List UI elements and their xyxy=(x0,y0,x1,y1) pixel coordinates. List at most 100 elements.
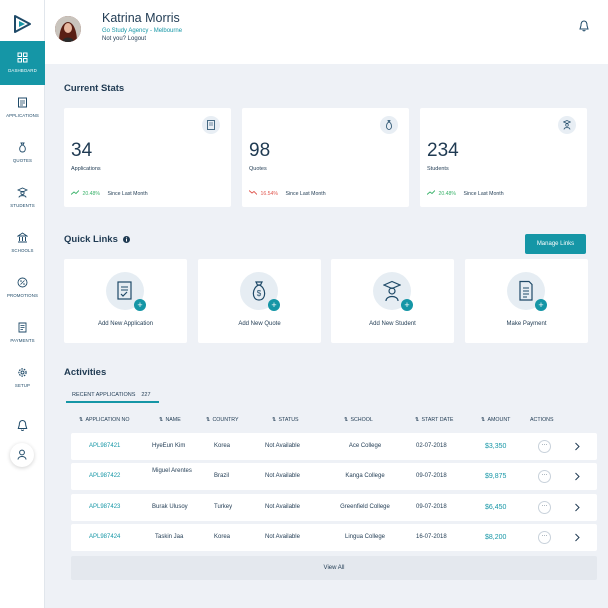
user-agency: Go Study Agency - Melbourne xyxy=(102,28,183,34)
more-actions-button[interactable]: ··· xyxy=(538,531,551,544)
application-icon xyxy=(117,281,132,300)
cell-country: Turkey xyxy=(214,504,233,510)
table-row: APL987424 Taskin Jaa Korea Not Available… xyxy=(71,524,597,551)
sidebar-item-label: DASHBOARD xyxy=(8,68,37,73)
sort-icon: ⇅ xyxy=(79,417,84,423)
percent-icon xyxy=(17,277,28,288)
cell-start-date: 09-07-2018 xyxy=(416,473,447,479)
student-icon xyxy=(17,187,28,198)
chevron-right-icon[interactable] xyxy=(573,503,581,512)
trend-up-icon xyxy=(70,190,80,195)
column-header-application-no[interactable]: ⇅ APPLICATION NO xyxy=(79,417,130,423)
stat-change-percent: 20.48% xyxy=(438,191,457,197)
cell-name: HyeEun Kim xyxy=(152,443,186,449)
column-header-name[interactable]: ⇅ NAME xyxy=(159,417,181,423)
stat-icon xyxy=(558,116,576,134)
cell-amount: $3,350 xyxy=(485,443,507,450)
plus-icon: + xyxy=(268,299,280,311)
trend-down-icon xyxy=(248,190,258,195)
cell-country: Korea xyxy=(214,534,231,540)
stat-value: 234 xyxy=(427,140,459,161)
profile-button[interactable] xyxy=(10,443,34,467)
section-title-activities: Activities xyxy=(64,367,107,378)
sidebar-item-label: PROMOTIONS xyxy=(6,293,38,298)
quick-link-label: Add New Application xyxy=(97,321,154,327)
chevron-right-icon[interactable] xyxy=(573,533,581,542)
tab-recent-applications[interactable]: RECENT APPLICATIONS 227 xyxy=(66,389,159,403)
student-icon xyxy=(563,120,571,130)
quick-link-add-student[interactable]: + Add New Student xyxy=(331,259,454,343)
info-icon[interactable] xyxy=(122,235,130,243)
chevron-right-icon[interactable] xyxy=(573,472,581,481)
cell-status: Not Available xyxy=(265,504,300,510)
quote-icon: $ xyxy=(252,281,266,301)
sidebar-item-schools[interactable]: SCHOOLS xyxy=(0,221,45,265)
table-row: APL987422 Miguel Arentes Brazil Not Avai… xyxy=(71,463,597,490)
document-icon xyxy=(18,97,27,108)
stat-card-students: 234 Students 20.48% Since Last Month xyxy=(420,108,587,207)
payment-icon xyxy=(519,280,533,301)
sort-icon: ⇅ xyxy=(344,417,349,423)
sidebar-item-students[interactable]: STUDENTS xyxy=(0,176,45,220)
cell-amount: $9,875 xyxy=(485,473,507,480)
cell-application-no[interactable]: APL987424 xyxy=(89,534,121,540)
bell-icon[interactable] xyxy=(16,419,29,432)
sidebar-item-payments[interactable]: PAYMENTS xyxy=(0,311,45,355)
sidebar-item-applications[interactable]: APPLICATIONS xyxy=(0,86,45,130)
more-actions-button[interactable]: ··· xyxy=(538,470,551,483)
sidebar-item-label: PAYMENTS xyxy=(10,338,35,343)
cell-start-date: 09-07-2018 xyxy=(416,504,447,510)
gear-icon xyxy=(18,368,27,377)
stat-change: 16.54% Since Last Month xyxy=(248,190,326,197)
chevron-right-icon[interactable] xyxy=(573,442,581,451)
sidebar-item-setup[interactable]: SETUP xyxy=(0,356,45,400)
quick-link-add-application[interactable]: + Add New Application xyxy=(64,259,187,343)
sort-icon: ⇅ xyxy=(415,417,420,423)
stat-change-since: Since Last Month xyxy=(463,191,504,197)
sort-icon: ⇅ xyxy=(159,417,164,423)
column-header-country[interactable]: ⇅ COUNTRY xyxy=(206,417,239,423)
document-edit-icon xyxy=(207,120,215,130)
sort-icon: ⇅ xyxy=(481,417,486,423)
column-header-actions: ACTIONS xyxy=(530,417,554,423)
manage-links-button[interactable]: Manage Links xyxy=(525,234,586,254)
sidebar-item-promotions[interactable]: PROMOTIONS xyxy=(0,266,45,310)
column-header-start-date[interactable]: ⇅ START DATE xyxy=(415,417,454,423)
trend-up-icon xyxy=(426,190,436,195)
sidebar-item-label: SCHOOLS xyxy=(11,248,34,253)
more-actions-button[interactable]: ··· xyxy=(538,440,551,453)
notification-bell-icon[interactable] xyxy=(578,20,590,32)
quick-links-title: Quick Links xyxy=(64,234,118,245)
view-all-button[interactable]: View All xyxy=(71,556,597,580)
quick-link-label: Make Payment xyxy=(506,321,547,327)
cell-application-no[interactable]: APL987423 xyxy=(89,504,121,510)
cell-name: Miguel Arentes xyxy=(152,468,192,474)
column-header-school[interactable]: ⇅ SCHOOL xyxy=(344,417,373,423)
stat-card-quotes: 98 Quotes 16.54% Since Last Month xyxy=(242,108,409,207)
quick-link-make-payment[interactable]: + Make Payment xyxy=(465,259,588,343)
table-row: APL987421 HyeEun Kim Korea Not Available… xyxy=(71,433,597,460)
stat-change-since: Since Last Month xyxy=(107,191,148,197)
stat-change: 20.48% Since Last Month xyxy=(70,190,148,197)
sidebar-item-label: APPLICATIONS xyxy=(6,113,39,118)
cell-application-no[interactable]: APL987421 xyxy=(89,443,121,449)
cell-school: Kanga College xyxy=(345,473,385,479)
student-icon xyxy=(383,280,401,302)
table-row: APL987423 Burak Ulusoy Turkey Not Availa… xyxy=(71,494,597,521)
quick-link-add-quote[interactable]: $ + Add New Quote xyxy=(198,259,321,343)
user-icon xyxy=(17,449,27,460)
money-bag-icon xyxy=(386,120,392,130)
avatar xyxy=(55,16,81,42)
header: Katrina Morris Go Study Agency - Melbour… xyxy=(45,0,608,64)
sidebar-item-label: STUDENTS xyxy=(10,203,35,208)
column-header-status[interactable]: ⇅ STATUS xyxy=(272,417,299,423)
column-header-amount[interactable]: ⇅ AMOUNT xyxy=(481,417,511,423)
sidebar-item-quotes[interactable]: QUOTES xyxy=(0,131,45,175)
tab-label: RECENT APPLICATIONS xyxy=(72,392,136,398)
more-actions-button[interactable]: ··· xyxy=(538,501,551,514)
sidebar-item-dashboard[interactable]: DASHBOARD xyxy=(0,41,45,85)
cell-country: Brazil xyxy=(214,473,230,479)
cell-application-no[interactable]: APL987422 xyxy=(89,473,121,479)
logout-link[interactable]: Not you? Logout xyxy=(102,36,147,42)
stat-change: 20.48% Since Last Month xyxy=(426,190,504,197)
